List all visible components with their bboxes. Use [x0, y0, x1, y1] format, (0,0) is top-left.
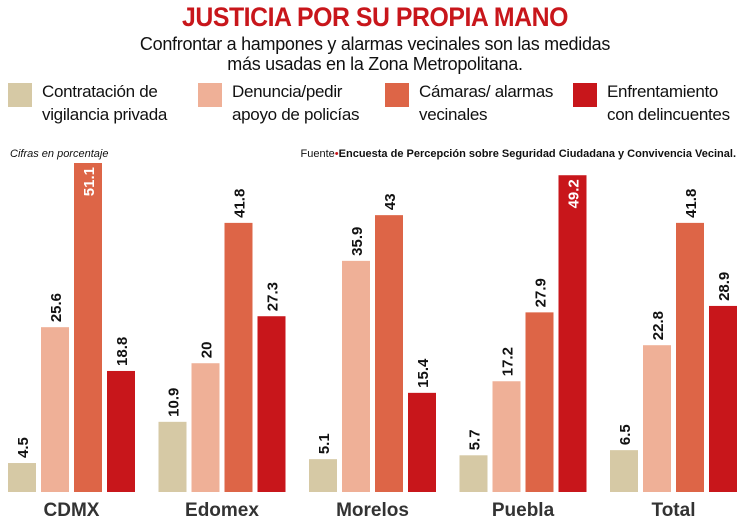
legend-swatch — [385, 83, 409, 107]
legend-item: Denuncia/pedir apoyo de policías — [198, 80, 360, 126]
source-text: Encuesta de Percepción sobre Seguridad C… — [338, 148, 736, 160]
bar — [309, 459, 337, 492]
bar — [525, 312, 554, 492]
data-label: 17.2 — [500, 347, 517, 376]
bar — [8, 463, 36, 492]
legend-swatch — [198, 83, 222, 107]
legend-item: Enfrentamiento con delincuentes — [573, 80, 730, 126]
legend-label: Enfrentamiento con delincuentes — [607, 82, 730, 124]
subtitle-line-1: Confrontar a hampones y alarmas vecinale… — [139, 34, 611, 54]
data-label: 51.1 — [81, 167, 98, 196]
chart-subtitle: Confrontar a hampones y alarmas vecinale… — [0, 34, 750, 74]
category-label: Edomex — [185, 500, 259, 521]
data-label: 10.9 — [166, 388, 183, 417]
data-label: 41.8 — [232, 189, 249, 218]
subtitle-line-2: más usadas en la Zona Metropolitana. — [227, 54, 523, 74]
category-label: Total — [652, 500, 696, 521]
units-note: Cifras en porcentaje — [10, 148, 109, 160]
data-label: 27.9 — [533, 278, 550, 307]
bar — [224, 222, 253, 492]
bar — [643, 345, 671, 492]
bar — [158, 421, 187, 492]
bar — [74, 163, 102, 492]
legend-label: Contratación de vigilancia privada — [42, 82, 168, 124]
data-label: 5.7 — [467, 429, 484, 450]
bar — [408, 392, 436, 492]
source-label: Fuente — [300, 148, 335, 160]
source-note: Fuente•Encuesta de Percepción sobre Segu… — [300, 148, 736, 160]
legend-label: Denuncia/pedir apoyo de policías — [232, 82, 360, 124]
legend-item: Cámaras/ alarmas vecinales — [385, 80, 553, 126]
data-label: 35.9 — [349, 227, 366, 256]
data-label: 6.5 — [617, 424, 634, 445]
legend-swatch — [573, 83, 597, 107]
legend-label: Cámaras/ alarmas vecinales — [419, 82, 554, 124]
data-label: 5.1 — [316, 433, 333, 454]
data-label: 15.4 — [415, 358, 432, 388]
data-label: 25.6 — [48, 293, 65, 322]
data-label: 18.8 — [114, 337, 131, 366]
data-label: 4.5 — [15, 437, 32, 458]
chart-title: JUSTICIA POR SU PROPIA MANO — [182, 2, 568, 32]
data-label: 22.8 — [650, 311, 667, 340]
legend-item: Contratación de vigilancia privada — [8, 80, 167, 126]
bar — [191, 363, 220, 492]
category-label: CDMX — [44, 500, 100, 521]
bar — [709, 305, 737, 492]
data-label: 20 — [199, 342, 216, 359]
bar — [107, 370, 135, 492]
category-label: Morelos — [336, 500, 409, 521]
data-label: 28.9 — [716, 272, 733, 301]
data-label: 41.8 — [683, 189, 700, 218]
bar — [41, 327, 69, 492]
bar — [375, 215, 403, 492]
bar — [257, 316, 286, 492]
data-label: 43 — [382, 193, 399, 210]
bar — [558, 175, 587, 492]
bar — [492, 381, 521, 492]
bar — [342, 260, 370, 492]
bar — [676, 222, 704, 492]
legend-swatch — [8, 83, 32, 107]
bar — [459, 455, 488, 492]
bar — [610, 450, 638, 492]
category-label: Puebla — [492, 500, 555, 521]
data-label: 49.2 — [566, 179, 583, 208]
data-label: 27.3 — [265, 282, 282, 311]
